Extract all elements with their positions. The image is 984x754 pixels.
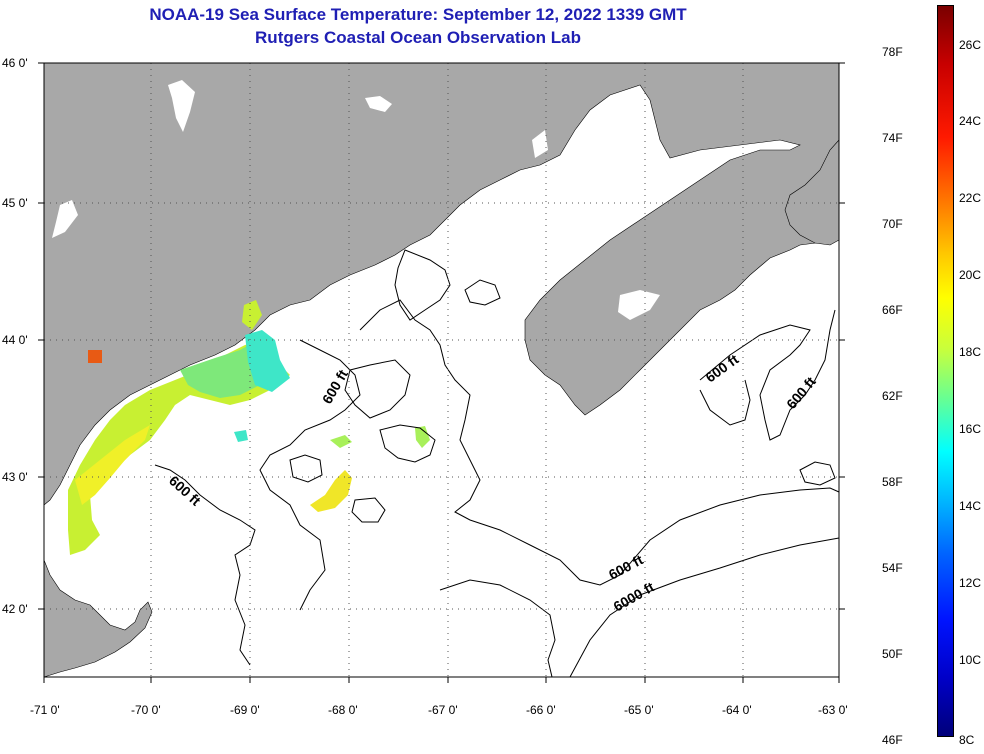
colorbar-f-label: 74F [882,131,903,145]
map-subtitle: Rutgers Coastal Ocean Observation Lab [255,28,581,47]
map-frame [43,62,840,678]
colorbar-f-label: 70F [882,217,903,231]
colorbar-f-label: 46F [882,733,903,747]
colorbar-c-label: 16C [959,422,982,436]
lon-label: -65 0' [624,703,654,717]
depth-contours [154,249,840,678]
colorbar-c-label: 14C [959,499,982,513]
lon-label: -64 0' [722,703,752,717]
colorbar-c-label: 18C [959,345,982,359]
colorbar-f-label: 50F [882,647,903,661]
lon-label: -63 0' [818,703,848,717]
map-title: NOAA-19 Sea Surface Temperature: Septemb… [149,5,687,24]
axis-ticks [38,62,845,683]
lat-label: 42 0' [2,602,28,616]
lon-label: -68 0' [328,703,358,717]
land [43,62,840,678]
lat-label: 46 0' [2,56,28,70]
colorbar-f-label: 62F [882,389,903,403]
colorbar-c-label: 20C [959,268,982,282]
lon-label: -67 0' [428,703,458,717]
lat-label: 43 0' [2,470,28,484]
colorbar-c-label: 8C [959,733,975,747]
lon-label: -66 0' [526,703,556,717]
lon-label: -70 0' [131,703,161,717]
lat-lon-grid [44,63,839,677]
lat-label: 44 0' [2,333,28,347]
lon-label: -71 0' [30,703,60,717]
colorbar-f-label: 66F [882,303,903,317]
colorbar-f-label: 58F [882,475,903,489]
temperature-colorbar [937,5,954,737]
colorbar-c-label: 24C [959,114,982,128]
colorbar-f-label: 54F [882,561,903,575]
sst-pixels [68,300,430,555]
lakes [52,80,660,320]
colorbar-c-label: 26C [959,38,982,52]
colorbar-c-label: 10C [959,653,982,667]
colorbar-f-label: 78F [882,45,903,59]
lat-label: 45 0' [2,196,28,210]
lon-label: -69 0' [230,703,260,717]
colorbar-c-label: 22C [959,191,982,205]
colorbar-c-label: 12C [959,576,982,590]
